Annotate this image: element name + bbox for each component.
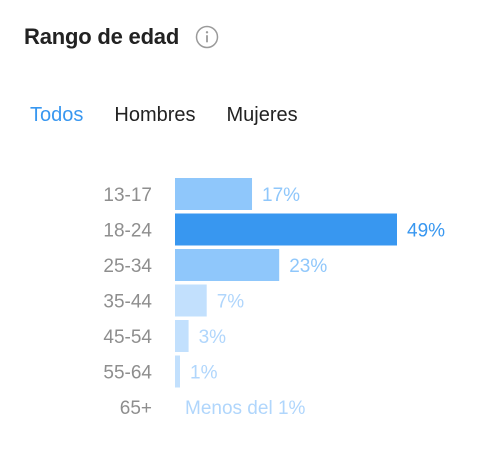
bar-18-24 <box>175 213 397 246</box>
info-icon[interactable] <box>195 25 219 49</box>
bar-25-34 <box>175 249 280 281</box>
tab-hombres[interactable]: Hombres <box>114 104 196 126</box>
value-label-65+: Menos del 1% <box>185 398 306 419</box>
bar-13-17 <box>175 178 253 210</box>
value-label-35-44: 7% <box>217 292 245 313</box>
category-label-55-64: 55-64 <box>103 363 152 384</box>
gender-tabs: Todos Hombres Mujeres <box>30 104 298 127</box>
category-label-25-34: 25-34 <box>103 256 152 277</box>
category-label-18-24: 18-24 <box>103 221 152 242</box>
value-label-55-64: 1% <box>190 363 218 384</box>
bar-45-54 <box>175 320 189 352</box>
value-label-13-17: 17% <box>262 185 300 206</box>
category-label-35-44: 35-44 <box>103 292 152 313</box>
bar-55-64 <box>175 355 180 388</box>
tab-mujeres[interactable]: Mujeres <box>226 104 298 126</box>
category-label-65+: 65+ <box>120 398 152 419</box>
value-label-25-34: 23% <box>289 256 327 277</box>
value-label-18-24: 49% <box>407 221 445 242</box>
page-title: Rango de edad <box>24 24 180 49</box>
age-range-chart: 13-17 17% 18-24 49% 25-34 23% 35-44 7% 45-54 3% 55… <box>103 178 445 419</box>
tab-todos[interactable]: Todos <box>30 104 84 126</box>
category-label-13-17: 13-17 <box>103 185 152 206</box>
header: Rango de edad <box>24 24 219 50</box>
value-label-45-54: 3% <box>199 327 227 348</box>
category-label-45-54: 45-54 <box>103 327 152 348</box>
bar-35-44 <box>175 284 207 317</box>
